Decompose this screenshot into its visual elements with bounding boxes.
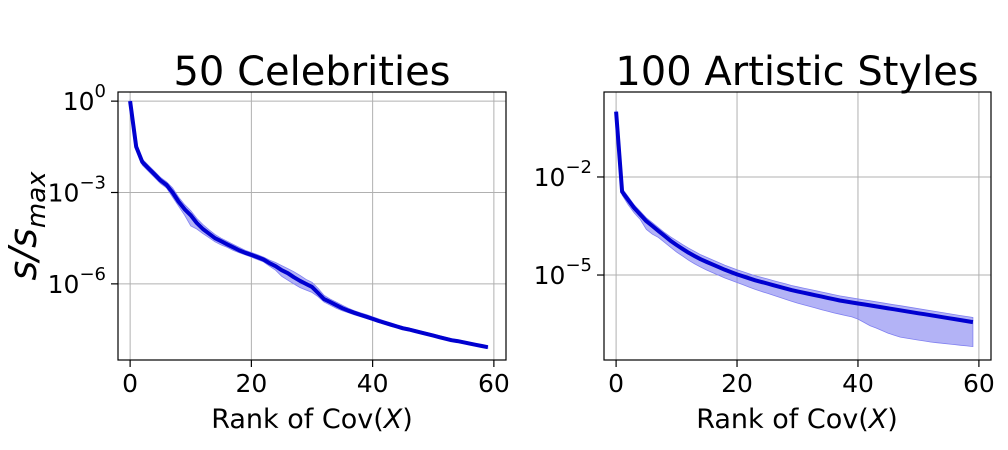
y-tick-label: 10−2 xyxy=(534,157,592,192)
y-tick-label: 10−5 xyxy=(534,255,592,290)
y-tick-label: 10−3 xyxy=(48,173,106,208)
y-axis-label: s/smax xyxy=(1,171,52,281)
x-axis-label: Rank of Cov(X) xyxy=(696,404,898,435)
chart-panel-celebrities: 50 Celebrities 0 20 40 60 100 10−3 10−6 Rank … xyxy=(1,49,510,435)
x-tick-label: 40 xyxy=(842,369,874,398)
x-tick-label: 20 xyxy=(235,369,267,398)
x-axis-label: Rank of Cov(X) xyxy=(211,404,413,435)
confidence-band xyxy=(615,109,974,348)
plot-frame xyxy=(603,91,992,361)
chart-title: 50 Celebrities xyxy=(173,49,450,95)
y-tick-label: 10−6 xyxy=(48,264,106,299)
x-tick-label: 0 xyxy=(608,369,624,398)
mean-line xyxy=(614,111,974,325)
chart-title: 100 Artistic Styles xyxy=(615,49,978,95)
y-tick-label: 100 xyxy=(63,81,106,116)
chart-panel-artistic-styles: 100 Artistic Styles 0 20 40 60 10−2 10−5 Ran… xyxy=(534,49,995,435)
x-tick-label: 0 xyxy=(122,369,138,398)
mean-line xyxy=(128,100,489,350)
x-tick-label: 60 xyxy=(963,369,995,398)
x-tick-label: 60 xyxy=(478,369,510,398)
x-tick-label: 40 xyxy=(357,369,389,398)
x-tick-label: 20 xyxy=(721,369,753,398)
plot-frame xyxy=(117,91,507,361)
